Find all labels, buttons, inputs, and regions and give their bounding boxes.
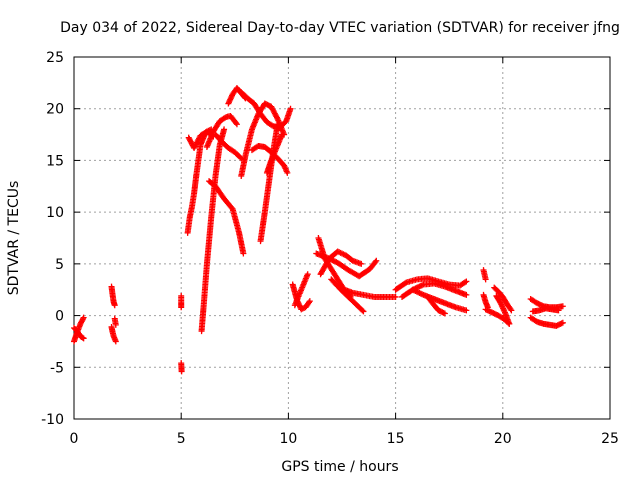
series-arc-07 xyxy=(178,360,185,375)
grid-lines xyxy=(74,57,610,419)
series-arc-05 xyxy=(111,315,119,328)
series-arc-10 xyxy=(193,126,215,179)
x-tick-label: 0 xyxy=(70,431,79,447)
series-arc-16 xyxy=(238,89,294,131)
data-point xyxy=(111,302,118,309)
x-tick-label: 15 xyxy=(387,431,405,447)
series-arc-06 xyxy=(178,292,185,311)
data-point xyxy=(237,154,244,161)
data-point xyxy=(240,250,247,257)
series-arc-36 xyxy=(493,292,513,327)
data-point xyxy=(559,319,566,326)
series-arc-28 xyxy=(392,275,470,293)
data-point xyxy=(463,307,470,314)
data-point xyxy=(278,131,285,138)
data-point xyxy=(462,279,469,286)
data-point xyxy=(402,280,409,287)
y-axis-label: SDTVAR / TECUs xyxy=(6,181,22,296)
y-tick-label: 0 xyxy=(55,309,64,325)
data-point xyxy=(360,308,367,315)
data-point xyxy=(559,303,566,310)
x-axis-label: GPS time / hours xyxy=(281,459,398,475)
series-arc-25 xyxy=(317,248,365,278)
data-point xyxy=(178,304,185,311)
data-point xyxy=(306,298,313,305)
y-tick-label: 15 xyxy=(46,153,64,169)
y-tick-label: -5 xyxy=(50,360,64,376)
data-point xyxy=(112,321,119,328)
data-point xyxy=(112,338,119,345)
data-point xyxy=(79,334,86,341)
series-arc-31 xyxy=(424,293,448,317)
series-arc-39 xyxy=(527,314,566,329)
series-arc-32 xyxy=(480,267,489,283)
axis-ticks xyxy=(73,56,611,420)
data-point xyxy=(233,121,240,128)
y-tick-label: 20 xyxy=(46,102,64,118)
series-arc-11 xyxy=(198,126,228,335)
series-arc-03 xyxy=(108,283,118,309)
chart-title: Day 034 of 2022, Sidereal Day-to-day VTE… xyxy=(60,20,620,36)
data-point xyxy=(463,291,470,298)
data-point xyxy=(373,257,380,264)
data-point xyxy=(287,105,294,112)
series-arc-33 xyxy=(480,291,491,311)
data-point xyxy=(284,169,291,176)
x-tick-label: 10 xyxy=(279,431,297,447)
series-arc-29 xyxy=(399,280,470,300)
y-tick-labels: -10 -5 0 5 10 15 20 25 xyxy=(41,50,64,428)
series-arc-14 xyxy=(206,178,247,257)
series-arc-35 xyxy=(491,284,515,314)
series-arc-22 xyxy=(291,271,311,309)
data-point xyxy=(508,307,515,314)
y-tick-label: -10 xyxy=(41,412,64,428)
x-tick-label: 20 xyxy=(494,431,512,447)
series-arc-02 xyxy=(71,324,87,342)
data-point xyxy=(507,306,514,313)
y-tick-label: 25 xyxy=(46,50,64,66)
data-point xyxy=(555,307,562,314)
plot-frame xyxy=(73,56,611,420)
y-tick-label: 5 xyxy=(55,257,64,273)
data-point xyxy=(80,335,87,342)
data-point xyxy=(392,293,399,300)
data-point xyxy=(358,260,365,267)
series-arc-20 xyxy=(263,131,285,176)
x-tick-label: 5 xyxy=(177,431,186,447)
x-tick-labels: 0 5 10 15 20 25 xyxy=(70,431,619,447)
data-point xyxy=(221,114,228,121)
data-point xyxy=(372,258,379,265)
data-point xyxy=(178,368,185,375)
data-point xyxy=(304,271,311,278)
data-points xyxy=(71,85,566,375)
data-point xyxy=(305,299,312,306)
data-point xyxy=(441,310,448,317)
series-arc-27 xyxy=(339,285,399,300)
data-point xyxy=(274,121,281,128)
data-point xyxy=(233,120,240,127)
series-arc-12 xyxy=(203,112,240,150)
data-point xyxy=(359,307,366,314)
series-arc-08 xyxy=(184,172,200,236)
data-point xyxy=(506,320,513,327)
series-arc-04 xyxy=(108,323,119,345)
data-point xyxy=(80,314,87,321)
y-tick-label: 10 xyxy=(46,205,64,221)
data-point xyxy=(463,278,470,285)
series-arc-38 xyxy=(529,305,562,315)
data-point xyxy=(482,276,489,283)
x-tick-label: 25 xyxy=(601,431,619,447)
data-point xyxy=(221,126,228,133)
series-arc-18 xyxy=(248,142,291,176)
plot-border xyxy=(73,56,611,420)
series-arc-13 xyxy=(212,131,245,162)
